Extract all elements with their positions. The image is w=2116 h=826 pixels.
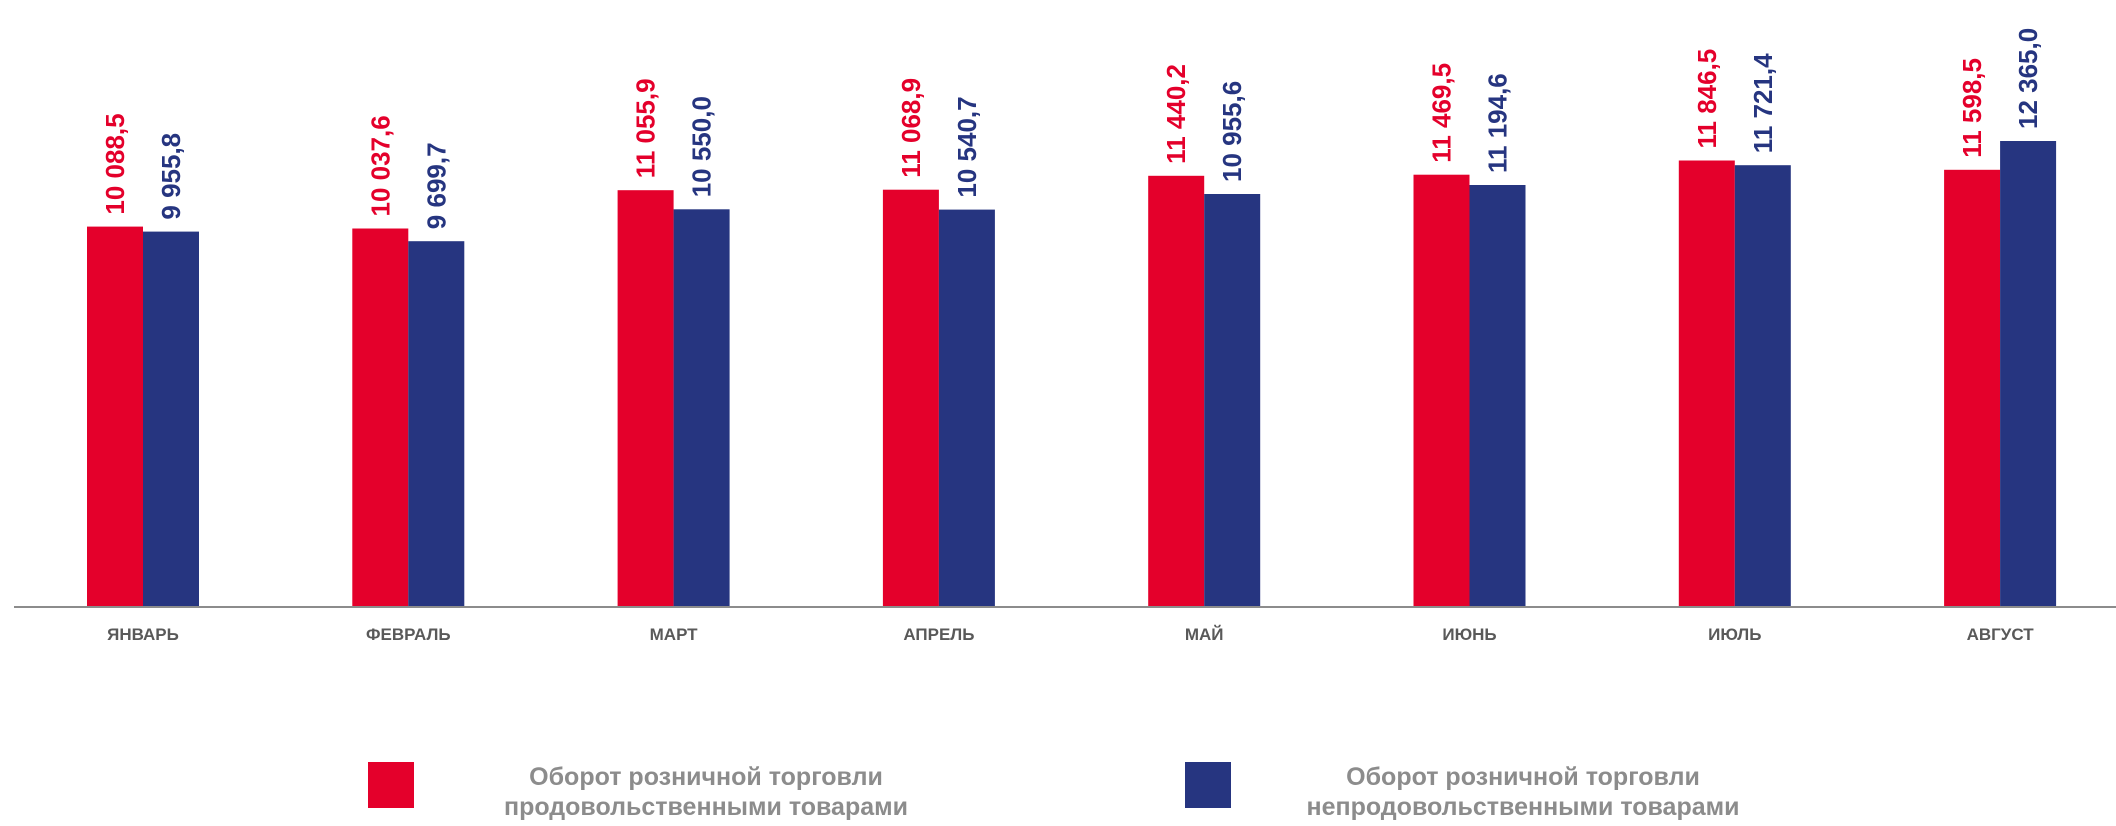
value-label-nonfood-1: 9 699,7 xyxy=(421,142,451,229)
bar-food-2 xyxy=(617,190,674,606)
value-label-nonfood-7: 12 365,0 xyxy=(2013,28,2043,129)
bars-group xyxy=(87,141,2057,607)
legend-label-line-1: Оборот розничной торговли xyxy=(529,763,883,791)
value-label-nonfood-2: 10 550,0 xyxy=(687,96,717,197)
bar-nonfood-4 xyxy=(1204,194,1261,606)
legend-item-nonfood: Оборот розничной торговли непродовольств… xyxy=(1185,762,1763,822)
legend-label-line-2: непродовольственными товарами xyxy=(1306,793,1740,821)
value-label-nonfood-0: 9 955,8 xyxy=(156,133,186,220)
bar-food-7 xyxy=(1944,169,2001,607)
legend-label-nonfood: Оборот розничной торговли непродовольств… xyxy=(1283,762,1763,822)
bar-nonfood-6 xyxy=(1734,165,1791,606)
bar-nonfood-3 xyxy=(938,209,995,606)
bar-nonfood-2 xyxy=(673,209,730,607)
bar-nonfood-0 xyxy=(143,231,199,606)
x-tick-label-7: АВГУСТ xyxy=(1967,625,2035,644)
x-tick-label-6: ИЮЛЬ xyxy=(1708,625,1761,644)
bar-food-1 xyxy=(352,228,409,606)
legend-swatch-food xyxy=(368,762,414,808)
x-tick-label-3: АПРЕЛЬ xyxy=(903,625,974,644)
value-label-nonfood-6: 11 721,4 xyxy=(1748,53,1778,153)
bar-food-4 xyxy=(1148,175,1205,607)
value-label-nonfood-5: 11 194,6 xyxy=(1483,73,1513,173)
value-label-food-3: 11 068,9 xyxy=(896,78,926,178)
legend-label-food: Оборот розничной торговли продовольствен… xyxy=(466,762,946,822)
bar-food-5 xyxy=(1413,174,1470,606)
value-label-food-7: 11 598,5 xyxy=(1957,58,1987,158)
legend-swatch-nonfood xyxy=(1185,762,1231,808)
bar-nonfood-1 xyxy=(408,241,465,606)
bar-food-3 xyxy=(882,189,939,606)
x-axis-labels: ЯНВАРЬ ФЕВРАЛЬ МАРТ АПРЕЛЬ МАЙ ИЮНЬ ИЮЛЬ АВГУСТ xyxy=(107,625,2034,644)
value-label-food-4: 11 440,2 xyxy=(1161,64,1191,164)
x-tick-label-2: МАРТ xyxy=(650,625,699,644)
value-label-food-1: 10 037,6 xyxy=(365,115,395,216)
value-labels: 10 088,5 9 955,8 10 037,6 9 699,7 11 055,9 10… xyxy=(100,28,2043,229)
legend-label-line-2: продовольственными товарами xyxy=(503,793,908,821)
legend-label-line-1: Оборот розничной торговли xyxy=(1346,763,1700,791)
bar-nonfood-5 xyxy=(1469,185,1526,606)
value-label-nonfood-4: 10 955,6 xyxy=(1217,81,1247,182)
x-tick-label-5: ИЮНЬ xyxy=(1442,625,1496,644)
x-tick-label-1: ФЕВРАЛЬ xyxy=(366,625,451,644)
value-label-food-6: 11 846,5 xyxy=(1692,49,1722,149)
value-label-nonfood-3: 10 540,7 xyxy=(952,96,982,197)
bar-food-6 xyxy=(1678,160,1735,606)
x-tick-label-0: ЯНВАРЬ xyxy=(107,625,179,644)
value-label-food-5: 11 469,5 xyxy=(1427,63,1457,163)
legend-item-food: Оборот розничной торговли продовольствен… xyxy=(368,762,946,822)
bar-nonfood-7 xyxy=(2000,141,2057,606)
value-label-food-0: 10 088,5 xyxy=(100,113,130,214)
bar-food-0 xyxy=(87,226,143,606)
value-label-food-2: 11 055,9 xyxy=(631,78,661,178)
x-tick-label-4: МАЙ xyxy=(1185,625,1224,644)
